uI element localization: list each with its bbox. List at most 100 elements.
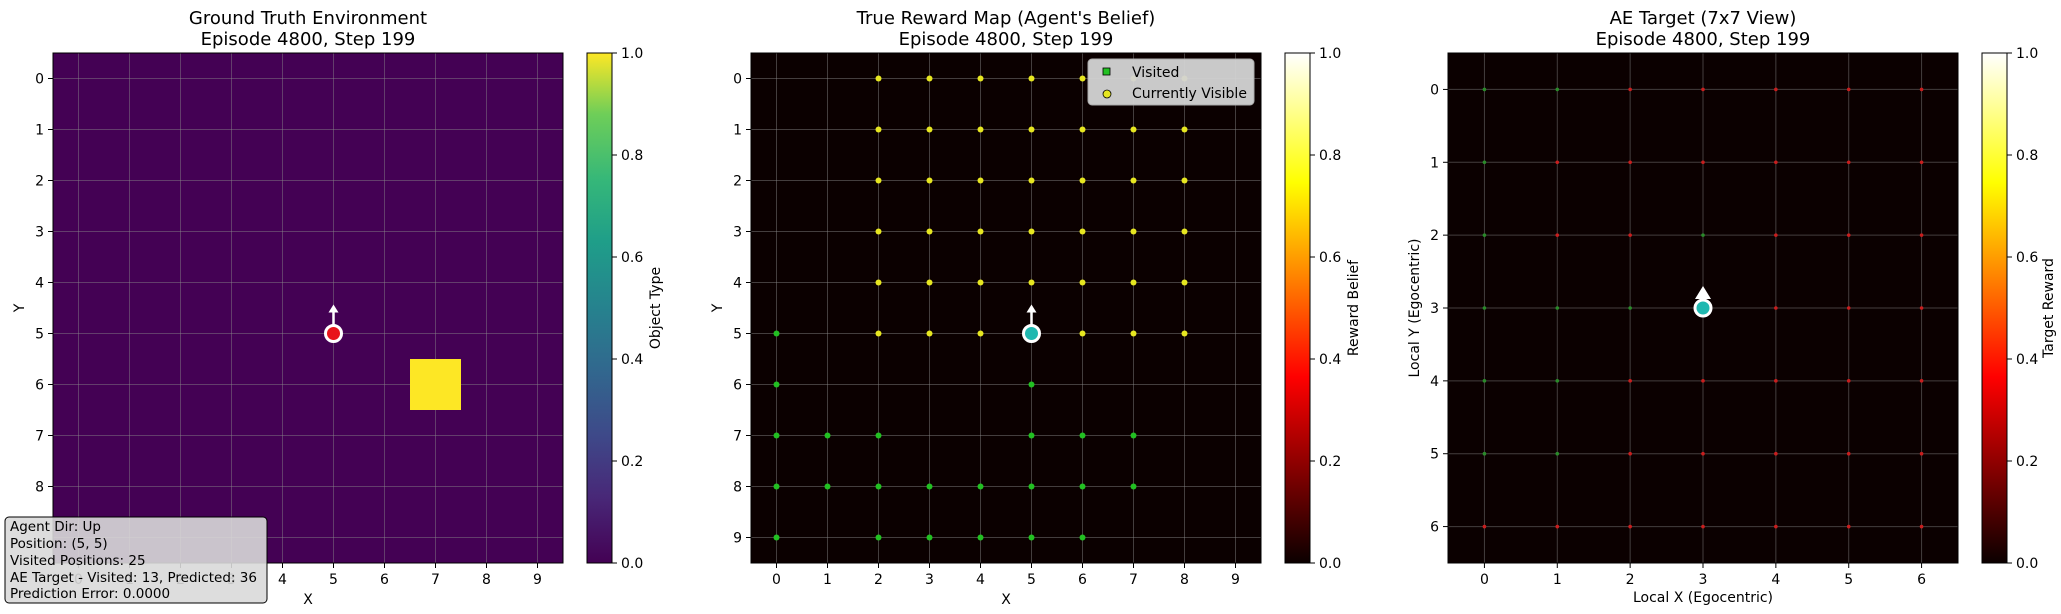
p3-point-5-4 xyxy=(1846,379,1851,383)
p3-point-0-5 xyxy=(1482,451,1487,456)
p3-point-5-2 xyxy=(1846,233,1851,237)
p2-cbtick-label-0: 0.0 xyxy=(1319,556,1341,572)
p2-visible-point-22 xyxy=(926,228,933,235)
p3-point-2-3 xyxy=(1628,306,1632,310)
panel3-colorbar xyxy=(1981,52,2008,564)
p2-visible-point-27 xyxy=(1181,228,1188,235)
panel1-cells xyxy=(410,359,461,410)
p2-ytick-label-1: 1 xyxy=(733,123,742,139)
p2-visited-point-12 xyxy=(977,483,984,490)
panel3-title-line1: AE Target (7x7 View) xyxy=(1610,8,1797,29)
p2-visible-point-15 xyxy=(926,177,933,184)
p1-agent-arrow-head xyxy=(328,304,339,313)
p3-point-4-4 xyxy=(1774,379,1778,383)
p2-visited-point-6 xyxy=(824,483,831,490)
p2-cbtick-label-2: 0.4 xyxy=(1319,352,1341,368)
p2-xtick-label-4: 4 xyxy=(976,572,985,588)
p3-point-5-5 xyxy=(1846,451,1851,456)
p3-point-1-6 xyxy=(1555,524,1560,529)
p3-cbtick-label-3: 0.6 xyxy=(2016,250,2038,266)
p2-visible-point-20 xyxy=(1181,177,1188,184)
panel1-title-line2: Episode 4800, Step 199 xyxy=(201,29,416,50)
p3-point-6-0 xyxy=(1919,87,1924,92)
p3-point-3-4 xyxy=(1701,379,1705,383)
p2-visible-point-3 xyxy=(1028,75,1035,82)
panel3-y-axis-label: Local Y (Egocentric) xyxy=(1407,239,1423,378)
p1-ytick-label-8: 8 xyxy=(35,480,44,496)
p3-point-1-3 xyxy=(1555,306,1560,310)
panel2-gridlines xyxy=(751,53,1261,563)
p2-visited-point-9 xyxy=(875,534,882,541)
p3-ytick-label-2: 2 xyxy=(1430,228,1439,244)
p2-visible-point-1 xyxy=(926,75,933,82)
panel2-plot-background xyxy=(751,53,1261,563)
p2-xtick-label-9: 9 xyxy=(1231,572,1240,588)
p2-ytick-label-5: 5 xyxy=(733,327,742,343)
panel3-colorbar-ticks: 0.0 0.2 0.4 0.6 0.8 1.0 xyxy=(2007,46,2038,572)
panel1-plot-frame xyxy=(52,52,564,564)
p1-xtick-label-8: 8 xyxy=(482,572,491,588)
p3-point-0-0 xyxy=(1482,87,1487,92)
p3-xtick-label-4: 4 xyxy=(1771,572,1780,588)
p2-ytick-label-2: 2 xyxy=(733,174,742,190)
p2-visible-point-31 xyxy=(1028,279,1035,286)
p2-visible-point-39 xyxy=(1130,330,1137,337)
p3-point-2-1 xyxy=(1628,160,1632,165)
p3-xtick-label-5: 5 xyxy=(1844,572,1853,588)
p2-xtick-label-7: 7 xyxy=(1129,572,1138,588)
p3-point-1-4 xyxy=(1555,379,1560,383)
p2-visible-point-33 xyxy=(1130,279,1137,286)
panel2-colorbar-label: Reward Belief xyxy=(1346,259,1362,356)
p2-visible-point-13 xyxy=(1181,126,1188,133)
p2-visible-point-23 xyxy=(977,228,984,235)
info-ae-target: AE Target - Visited: 13, Predicted: 36 xyxy=(10,570,257,586)
p2-visible-point-17 xyxy=(1028,177,1035,184)
panel2-colorbar-ticks: 0.0 0.2 0.4 0.6 0.8 1.0 xyxy=(1310,46,1341,572)
p2-visible-point-28 xyxy=(875,279,882,286)
panel1-colorbar-label: Object Type xyxy=(648,267,664,349)
p3-point-2-2 xyxy=(1628,233,1632,237)
p2-xtick-label-2: 2 xyxy=(874,572,883,588)
p2-visited-point-13 xyxy=(977,534,984,541)
p1-cell-0 xyxy=(410,359,461,410)
panel3-y-ticks: 0 1 2 3 4 5 6 xyxy=(1430,82,1448,536)
panel1-colorbar xyxy=(586,52,613,564)
p3-point-2-4 xyxy=(1628,379,1632,383)
legend-visited-marker xyxy=(1102,67,1111,76)
p3-xtick-label-6: 6 xyxy=(1917,572,1926,588)
p2-visible-point-11 xyxy=(1079,126,1086,133)
p3-xtick-label-1: 1 xyxy=(1553,572,1562,588)
p2-visited-point-4 xyxy=(773,534,780,541)
p2-visible-point-4 xyxy=(1079,75,1086,82)
p2-visible-point-38 xyxy=(1079,330,1086,337)
p2-visible-point-24 xyxy=(1028,228,1035,235)
p3-ytick-label-5: 5 xyxy=(1430,447,1439,463)
panel1-y-axis-label: Y xyxy=(12,303,28,313)
p3-point-3-5 xyxy=(1701,451,1705,456)
p2-visible-point-32 xyxy=(1079,279,1086,286)
p3-point-3-6 xyxy=(1701,524,1705,529)
p3-xtick-label-3: 3 xyxy=(1699,572,1708,588)
p2-visible-point-18 xyxy=(1079,177,1086,184)
p3-point-1-0 xyxy=(1555,87,1560,92)
p3-point-3-0 xyxy=(1701,87,1705,92)
p1-ytick-label-2: 2 xyxy=(35,174,44,190)
p3-cbtick-label-0: 0.0 xyxy=(2016,556,2038,572)
p3-point-5-1 xyxy=(1846,160,1851,165)
info-position: Position: (5, 5) xyxy=(10,536,108,552)
p2-visible-point-19 xyxy=(1130,177,1137,184)
panel2-title-line2: Episode 4800, Step 199 xyxy=(899,29,1114,50)
panel2-y-axis-label: Y xyxy=(710,303,726,313)
p3-point-5-3 xyxy=(1846,306,1851,310)
p1-xtick-label-5: 5 xyxy=(329,572,338,588)
p2-visited-point-21 xyxy=(1130,432,1137,439)
p3-point-4-3 xyxy=(1774,306,1778,310)
p2-visible-point-37 xyxy=(977,330,984,337)
p1-ytick-label-1: 1 xyxy=(35,123,44,139)
p3-point-4-0 xyxy=(1774,87,1778,92)
panel1-colorbar-ticks: 0.0 0.2 0.4 0.6 0.8 1.0 xyxy=(612,46,643,572)
panel2-x-axis-label: X xyxy=(1001,592,1011,608)
panel2-legend: Visited Currently Visible xyxy=(1087,58,1255,106)
p2-visible-point-0 xyxy=(875,75,882,82)
